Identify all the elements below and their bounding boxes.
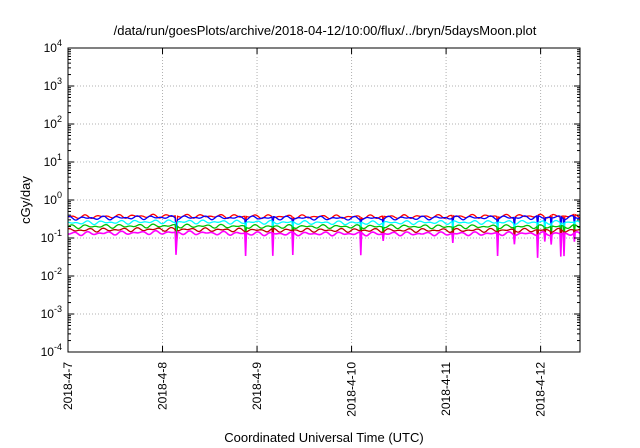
x-tick-label: 2018-4-8 [156, 362, 170, 410]
series-line [67, 213, 581, 230]
x-tick-label: 2018-4-11 [439, 362, 453, 416]
series-line [68, 229, 581, 258]
x-axis-label: Coordinated Universal Time (UTC) [224, 430, 423, 445]
y-tick-label: 100 [44, 190, 62, 207]
x-tick-label: 2018-4-12 [534, 362, 548, 417]
series-line [67, 226, 581, 245]
y-tick-label: 102 [44, 114, 62, 131]
y-tick-label: 10-4 [41, 342, 62, 359]
series-line [67, 219, 581, 237]
y-axis: 10-4 10-3 10-2 10-1 100 101 102 103 104 [41, 38, 580, 359]
x-tick-label: 2018-4-9 [250, 362, 264, 410]
series-line [67, 214, 581, 233]
x-axis: 2018-4-7 2018-4-8 2018-4-9 2018-4-10 2018-4-… [61, 48, 548, 417]
chart-title: /data/run/goesPlots/archive/2018-04-12/1… [114, 23, 537, 38]
y-tick-label: 101 [44, 152, 62, 169]
y-axis-label: cGy/day [18, 176, 33, 224]
y-tick-label: 10-1 [41, 228, 62, 245]
grid [68, 48, 580, 352]
series-line [67, 223, 581, 241]
y-tick-label: 10-3 [41, 304, 62, 321]
y-tick-label: 10-2 [41, 266, 62, 283]
x-tick-label: 2018-4-10 [345, 362, 359, 417]
series-group [67, 213, 581, 258]
y-tick-label: 103 [44, 76, 62, 93]
y-tick-label: 104 [44, 38, 62, 55]
x-tick-label: 2018-4-7 [61, 362, 75, 410]
